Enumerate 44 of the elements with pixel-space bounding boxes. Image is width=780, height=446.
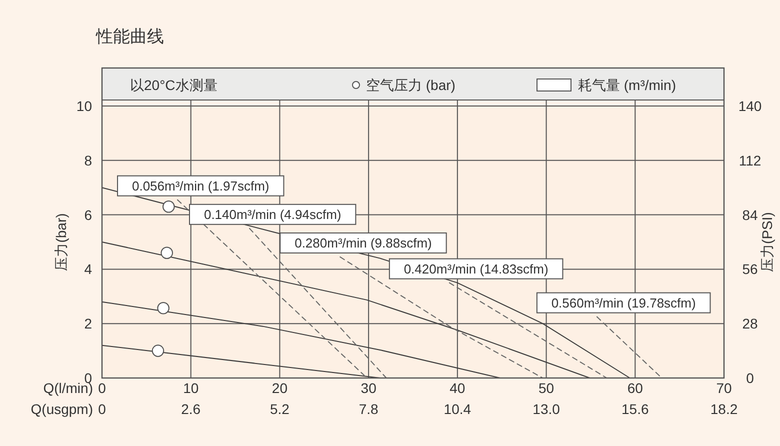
x2-tick-label: 0 (98, 401, 106, 417)
x2-tick-label: 15.6 (622, 401, 649, 417)
point (162, 200, 175, 213)
text: 0.560m³/min (19.78scfm) (551, 295, 696, 310)
line-series (102, 301, 501, 378)
x-tick-label: 40 (450, 380, 466, 396)
x2-tick-label: 13.0 (532, 401, 560, 417)
x2-axis-title: Q(usgpm) (30, 401, 93, 417)
text: 以20°C水测量 (130, 77, 218, 93)
x2-tick-label: 7.8 (358, 401, 379, 417)
point (160, 246, 174, 260)
y2-tick-label: 112 (738, 152, 762, 168)
x-tick-label: 50 (538, 380, 554, 396)
y-tick-label: 10 (76, 98, 92, 114)
text: 0.140m³/min (4.94scfm) (204, 206, 342, 222)
point (152, 344, 164, 357)
x2-tick-label: 5.2 (270, 401, 290, 417)
y2-tick-label: 0 (746, 370, 754, 386)
y2-tick-label: 140 (738, 98, 762, 114)
x-tick-label: 60 (627, 380, 644, 396)
series-label: 0.280m³/min (9.88scfm) (294, 235, 432, 250)
x-tick-label: 30 (360, 380, 377, 396)
point (157, 302, 170, 314)
legend-label: 空气压力 (bar) (366, 77, 456, 93)
y2-axis-title: 压力(PSI) (759, 212, 775, 272)
y-tick-label: 2 (84, 316, 92, 332)
x2-tick-label: 10.4 (444, 401, 472, 417)
y2-tick-label: 28 (742, 316, 758, 332)
text: 0.056m³/min (1.97scfm) (132, 178, 270, 194)
x-tick-label: 70 (716, 380, 732, 396)
text: 耗气量 (m³/min) (578, 77, 676, 93)
y2-tick-label: 56 (742, 261, 758, 278)
y-tick-label: 4 (84, 261, 92, 278)
x-tick-label: 20 (272, 380, 288, 396)
y-tick-label: 8 (84, 152, 92, 168)
x2-tick-label: 18.2 (710, 401, 738, 417)
x-tick-label: 0 (98, 380, 106, 396)
x-tick-label: 10 (183, 380, 199, 396)
chart-title: 性能曲线 (95, 27, 164, 46)
x2-tick-label: 2.6 (181, 401, 201, 417)
y2-tick-label: 84 (742, 206, 758, 223)
y-axis-title: 压力(bar) (53, 213, 69, 271)
y-tick-label: 6 (84, 206, 92, 223)
series-label: 0.420m³/min (14.83scfm) (404, 261, 548, 276)
